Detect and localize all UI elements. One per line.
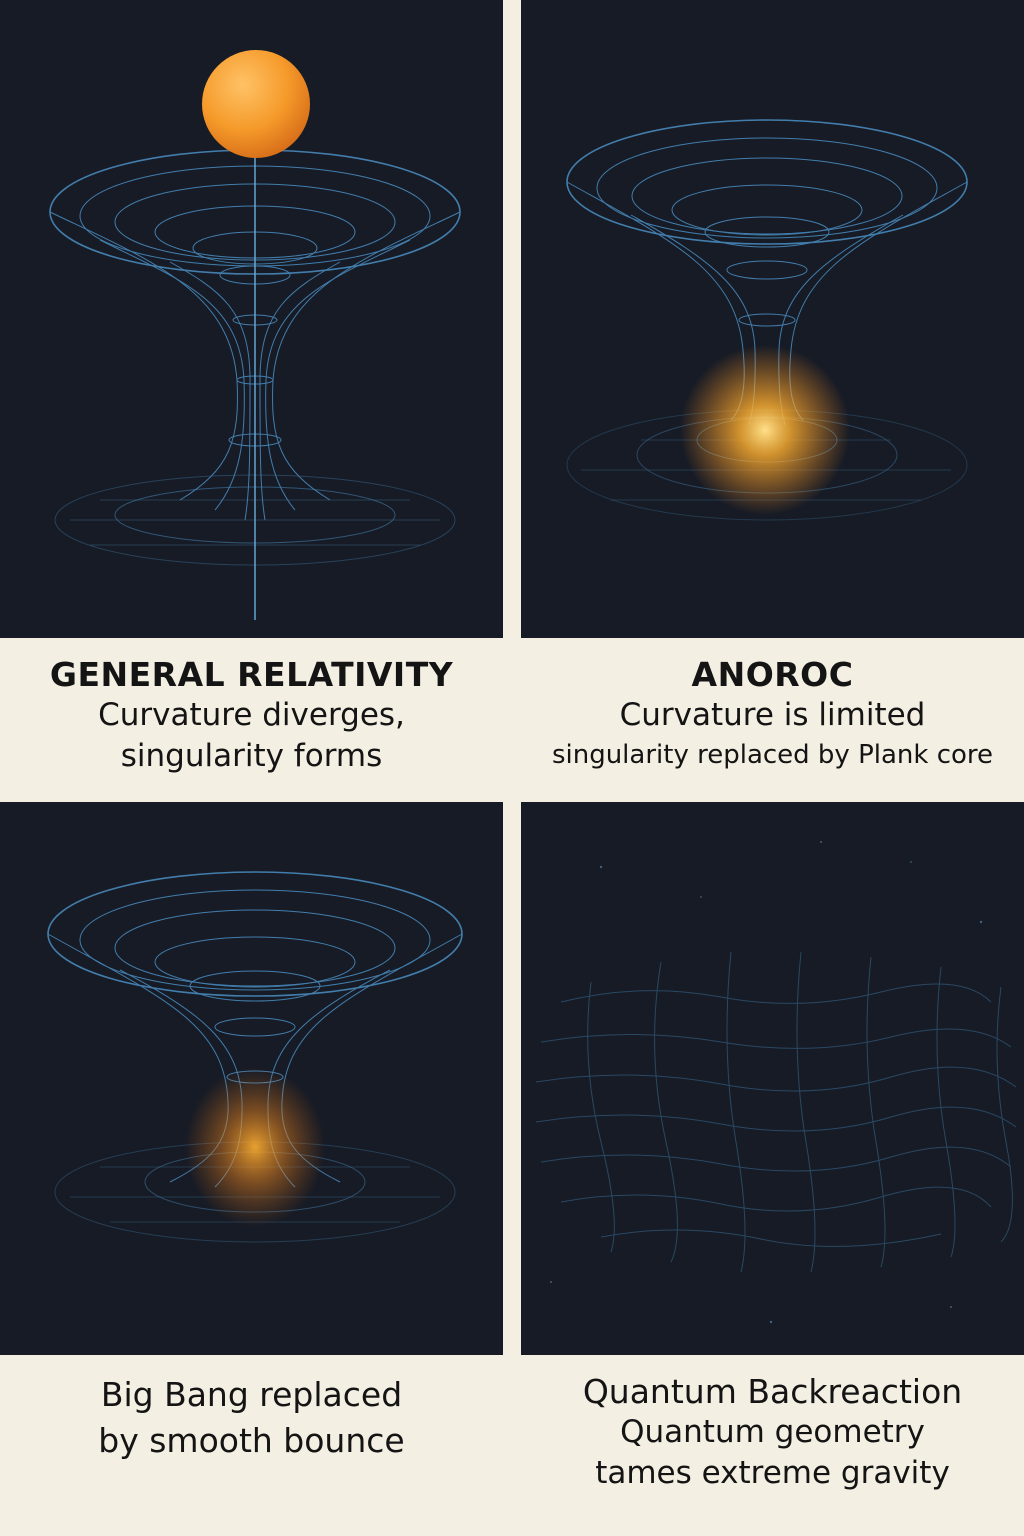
funnel-diagram-planck-core xyxy=(566,119,968,521)
caption-line: singularity forms xyxy=(120,738,383,774)
planck-core-glow xyxy=(680,345,850,515)
caption-line: Quantum geometry xyxy=(620,1414,925,1450)
caption-line: by smooth bounce xyxy=(98,1421,405,1460)
caption-title: Quantum Backreaction xyxy=(582,1372,963,1411)
caption-quantum-backreaction: Quantum Backreaction Quantum geometry ta… xyxy=(521,1372,1024,1494)
mass-sphere xyxy=(202,50,310,158)
caption-line: Curvature diverges, xyxy=(98,697,405,733)
panel-quantum-backreaction xyxy=(521,802,1024,1355)
panel-anoroc xyxy=(521,0,1024,638)
funnel-diagram-bounce xyxy=(47,871,463,1243)
panel-big-bounce xyxy=(0,802,503,1355)
caption-title: ANOROC xyxy=(691,655,854,694)
quantum-foam-grid xyxy=(535,841,1017,1324)
caption-line: tames extreme gravity xyxy=(595,1455,950,1491)
star-dots xyxy=(550,841,983,1324)
caption-big-bounce: Big Bang replaced by smooth bounce xyxy=(0,1372,503,1464)
wavy-grid xyxy=(535,951,1017,1273)
bounce-glow xyxy=(185,1067,325,1227)
panel-general-relativity xyxy=(0,0,503,638)
caption-line: singularity replaced by Plank core xyxy=(551,740,994,770)
caption-line: Curvature is limited xyxy=(619,697,926,733)
funnel-diagram-singularity xyxy=(49,50,461,620)
caption-anoroc: ANOROC Curvature is limited singularity … xyxy=(521,655,1024,774)
caption-line: Big Bang replaced xyxy=(100,1375,403,1414)
caption-general-relativity: GENERAL RELATIVITY Curvature diverges, s… xyxy=(0,655,503,777)
caption-title: GENERAL RELATIVITY xyxy=(49,655,454,694)
